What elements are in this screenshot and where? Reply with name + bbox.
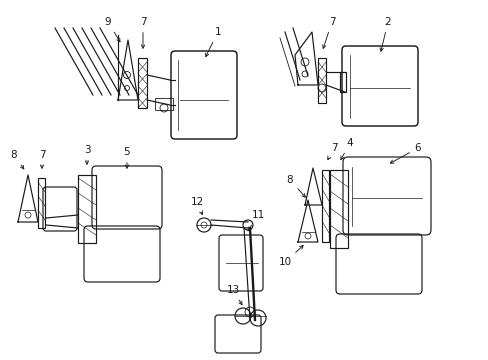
Bar [329,170,347,248]
Text: 13: 13 [226,285,242,305]
Bar [38,178,45,228]
Text: 8: 8 [11,150,24,169]
Bar [321,170,328,242]
Text: 7: 7 [327,143,337,159]
Text: 9: 9 [104,17,120,42]
Text: 3: 3 [83,145,90,164]
Text: 11: 11 [247,210,264,231]
Text: 10: 10 [278,246,303,267]
Text: 12: 12 [190,197,203,215]
Bar [138,58,147,108]
Text: 8: 8 [286,175,305,197]
Text: 7: 7 [322,17,335,48]
Text: 5: 5 [123,147,130,168]
Text: 7: 7 [39,150,45,168]
Text: 4: 4 [340,138,353,160]
Bar [78,175,96,243]
Bar [317,58,325,103]
Text: 2: 2 [379,17,390,51]
Bar [155,98,173,110]
Text: 6: 6 [389,143,421,163]
Bar [339,72,346,92]
Text: 1: 1 [205,27,221,57]
Text: 7: 7 [140,17,146,48]
